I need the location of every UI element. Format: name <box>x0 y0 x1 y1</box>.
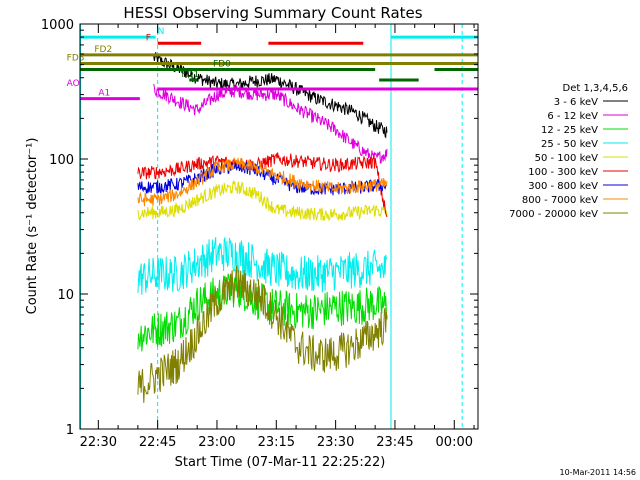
flag-label-f: F <box>146 33 151 43</box>
x-tick-label-2: 23:00 <box>198 435 235 450</box>
x-tick-label-1: 22:45 <box>139 435 176 450</box>
x-tick-label-0: 22:30 <box>80 435 117 450</box>
footer-date: 10-Mar-2011 14:56 <box>560 468 637 477</box>
series-line-1 <box>153 83 388 164</box>
legend-label-3: 25 - 50 keV <box>541 139 598 150</box>
legend-label-5: 100 - 300 keV <box>528 167 598 178</box>
y-tick-label-2: 100 <box>49 153 74 168</box>
x-tick-label-3: 23:15 <box>258 435 295 450</box>
legend-label-4: 50 - 100 keV <box>535 153 599 164</box>
series-line-2 <box>137 272 388 352</box>
flag-label-n: N <box>158 27 165 37</box>
legend-label-1: 6 - 12 keV <box>547 111 598 122</box>
flag-label-fd2: FD2 <box>94 45 112 55</box>
x-axis-label: Start Time (07-Mar-11 22:25:22) <box>175 455 386 470</box>
plot-frame <box>79 23 479 430</box>
legend-title: Det 1,3,4,5,6 <box>563 83 628 94</box>
legend-label-0: 3 - 6 keV <box>554 97 598 108</box>
series-line-6 <box>137 160 388 196</box>
legend-label-2: 12 - 25 keV <box>541 125 598 136</box>
flag-label-ao: AO <box>67 79 80 89</box>
series-line-8 <box>137 265 388 403</box>
legend-label-6: 300 - 800 keV <box>528 181 598 192</box>
x-tick-label-6: 00:00 <box>436 435 473 450</box>
series-line-3 <box>137 237 387 295</box>
y-tick-label-0: 1 <box>66 423 74 438</box>
legend-label-8: 7000 - 20000 keV <box>509 209 598 220</box>
flag-label-a1: A1 <box>98 89 110 99</box>
x-tick-label-5: 23:45 <box>376 435 413 450</box>
x-tick-label-4: 23:30 <box>317 435 354 450</box>
series-line-0 <box>153 52 388 139</box>
chart-title: HESSI Observing Summary Count Rates <box>123 4 422 22</box>
series-line-4 <box>137 179 388 222</box>
y-axis-label: Count Rate (s⁻¹ detector⁻¹) <box>25 138 40 315</box>
y-tick-label-3: 1000 <box>41 18 74 33</box>
series-line-7 <box>137 157 388 207</box>
legend-label-7: 800 - 7000 keV <box>522 195 598 206</box>
y-tick-label-1: 10 <box>57 288 74 303</box>
flag-label-fd1: FD1 <box>181 70 199 80</box>
flag-label-fd3: FD3 <box>67 53 85 63</box>
flag-label-fd0: FD0 <box>213 60 231 70</box>
